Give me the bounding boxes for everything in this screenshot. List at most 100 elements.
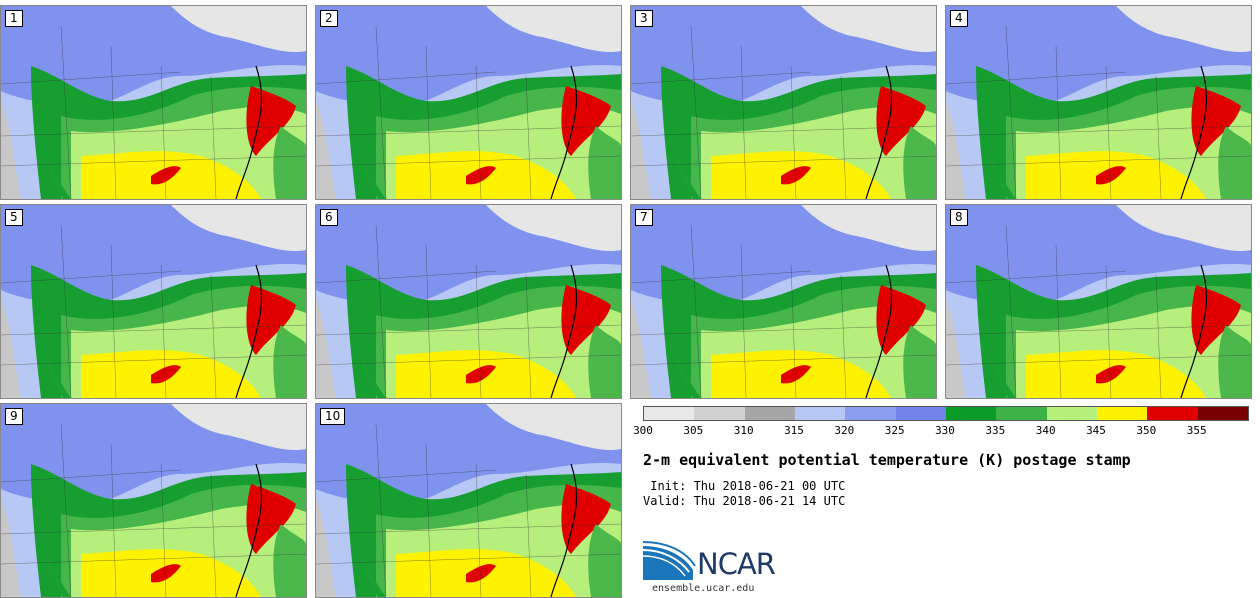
atlantic	[1218, 126, 1251, 199]
border-line	[375, 25, 387, 199]
atlantic	[1218, 325, 1251, 398]
border-line	[475, 264, 482, 398]
color-swatch	[744, 407, 795, 420]
border-line	[1, 324, 306, 336]
color-swatch	[694, 407, 745, 420]
color-swatch	[895, 407, 946, 420]
border-line	[210, 75, 217, 199]
map-panel-6: 6	[315, 204, 622, 399]
coastline	[865, 65, 893, 199]
color-bar-tick: 350	[1136, 424, 1157, 437]
border-line	[1, 71, 182, 85]
canada-land	[1116, 6, 1251, 53]
theta-e-350-east	[561, 484, 611, 554]
border-line	[525, 274, 532, 398]
panel-number: 10	[320, 408, 346, 425]
ocean-west	[316, 300, 336, 398]
canada-land	[171, 404, 306, 451]
map-panel-3: 3	[630, 5, 937, 200]
panel-number: 5	[5, 209, 23, 226]
border-line	[1, 125, 306, 137]
border-line	[1055, 45, 1062, 199]
atlantic	[273, 325, 306, 398]
theta-e-350-east	[246, 285, 296, 355]
atlantic	[588, 126, 621, 199]
border-line	[316, 155, 621, 167]
border-line	[110, 45, 117, 199]
color-swatch	[1197, 407, 1248, 420]
map-panel-1: 1	[0, 5, 307, 200]
ocean-west	[1, 499, 21, 597]
theta-e-350-gulf	[1096, 365, 1126, 384]
map-panel-2: 2	[315, 5, 622, 200]
coastline	[1180, 65, 1208, 199]
ocean-west	[631, 300, 651, 398]
panel-number: 1	[5, 10, 23, 27]
border-line	[631, 155, 936, 167]
theta-e-350-east	[561, 86, 611, 156]
theta-e-350-east	[246, 484, 296, 554]
border-line	[525, 75, 532, 199]
canada-land	[801, 205, 936, 252]
canada-land	[801, 6, 936, 53]
border-line	[1, 155, 306, 167]
border-line	[946, 125, 1251, 137]
border-line	[946, 354, 1251, 366]
ocean-west	[316, 101, 336, 199]
coastline	[550, 463, 578, 597]
border-line	[946, 324, 1251, 336]
theta-e-350-gulf	[466, 365, 496, 384]
theta-e-350-gulf	[781, 166, 811, 185]
color-bar-tick: 325	[884, 424, 905, 437]
atlantic	[903, 325, 936, 398]
color-swatch	[644, 407, 695, 420]
panel-number: 4	[950, 10, 968, 27]
theta-e-350-east	[876, 285, 926, 355]
coastline	[235, 463, 263, 597]
border-line	[946, 155, 1251, 167]
border-line	[1, 469, 182, 483]
map-image	[1, 404, 306, 597]
border-line	[1155, 274, 1162, 398]
map-image	[946, 205, 1251, 398]
color-bar-tick: 340	[1035, 424, 1056, 437]
coastline	[235, 264, 263, 398]
canada-land	[486, 205, 621, 252]
border-line	[631, 324, 936, 336]
color-bar-tick: 310	[733, 424, 754, 437]
border-line	[790, 65, 797, 199]
border-line	[690, 25, 702, 199]
theta-e-350-gulf	[466, 166, 496, 185]
border-line	[210, 274, 217, 398]
border-line	[631, 354, 936, 366]
coastline	[235, 65, 263, 199]
ocean-west	[1, 101, 21, 199]
border-line	[316, 469, 497, 483]
border-line	[210, 473, 217, 597]
ocean-west	[316, 499, 336, 597]
border-line	[60, 423, 72, 597]
map-panel-4: 4	[945, 5, 1252, 200]
coastline	[550, 264, 578, 398]
color-bar-tick: 355	[1186, 424, 1207, 437]
color-swatch	[1046, 407, 1097, 420]
border-line	[1155, 75, 1162, 199]
atlantic	[588, 325, 621, 398]
theta-e-350-gulf	[151, 166, 181, 185]
border-line	[60, 224, 72, 398]
site-url: ensemble.ucar.edu	[652, 583, 755, 594]
border-line	[375, 423, 387, 597]
color-bar-tick: 315	[784, 424, 804, 437]
border-line	[1005, 25, 1017, 199]
color-bar-tick: 305	[683, 424, 704, 437]
border-line	[160, 264, 167, 398]
color-bar-ticks: 300 305 310 315 320 325 330 335 340 345 350 355	[630, 424, 1250, 438]
color-bar-tick: 320	[834, 424, 855, 437]
border-line	[740, 244, 747, 398]
coastline	[865, 264, 893, 398]
border-line	[316, 354, 621, 366]
map-image	[316, 205, 621, 398]
border-line	[316, 125, 621, 137]
color-bar-tick: 330	[935, 424, 955, 437]
border-line	[375, 224, 387, 398]
